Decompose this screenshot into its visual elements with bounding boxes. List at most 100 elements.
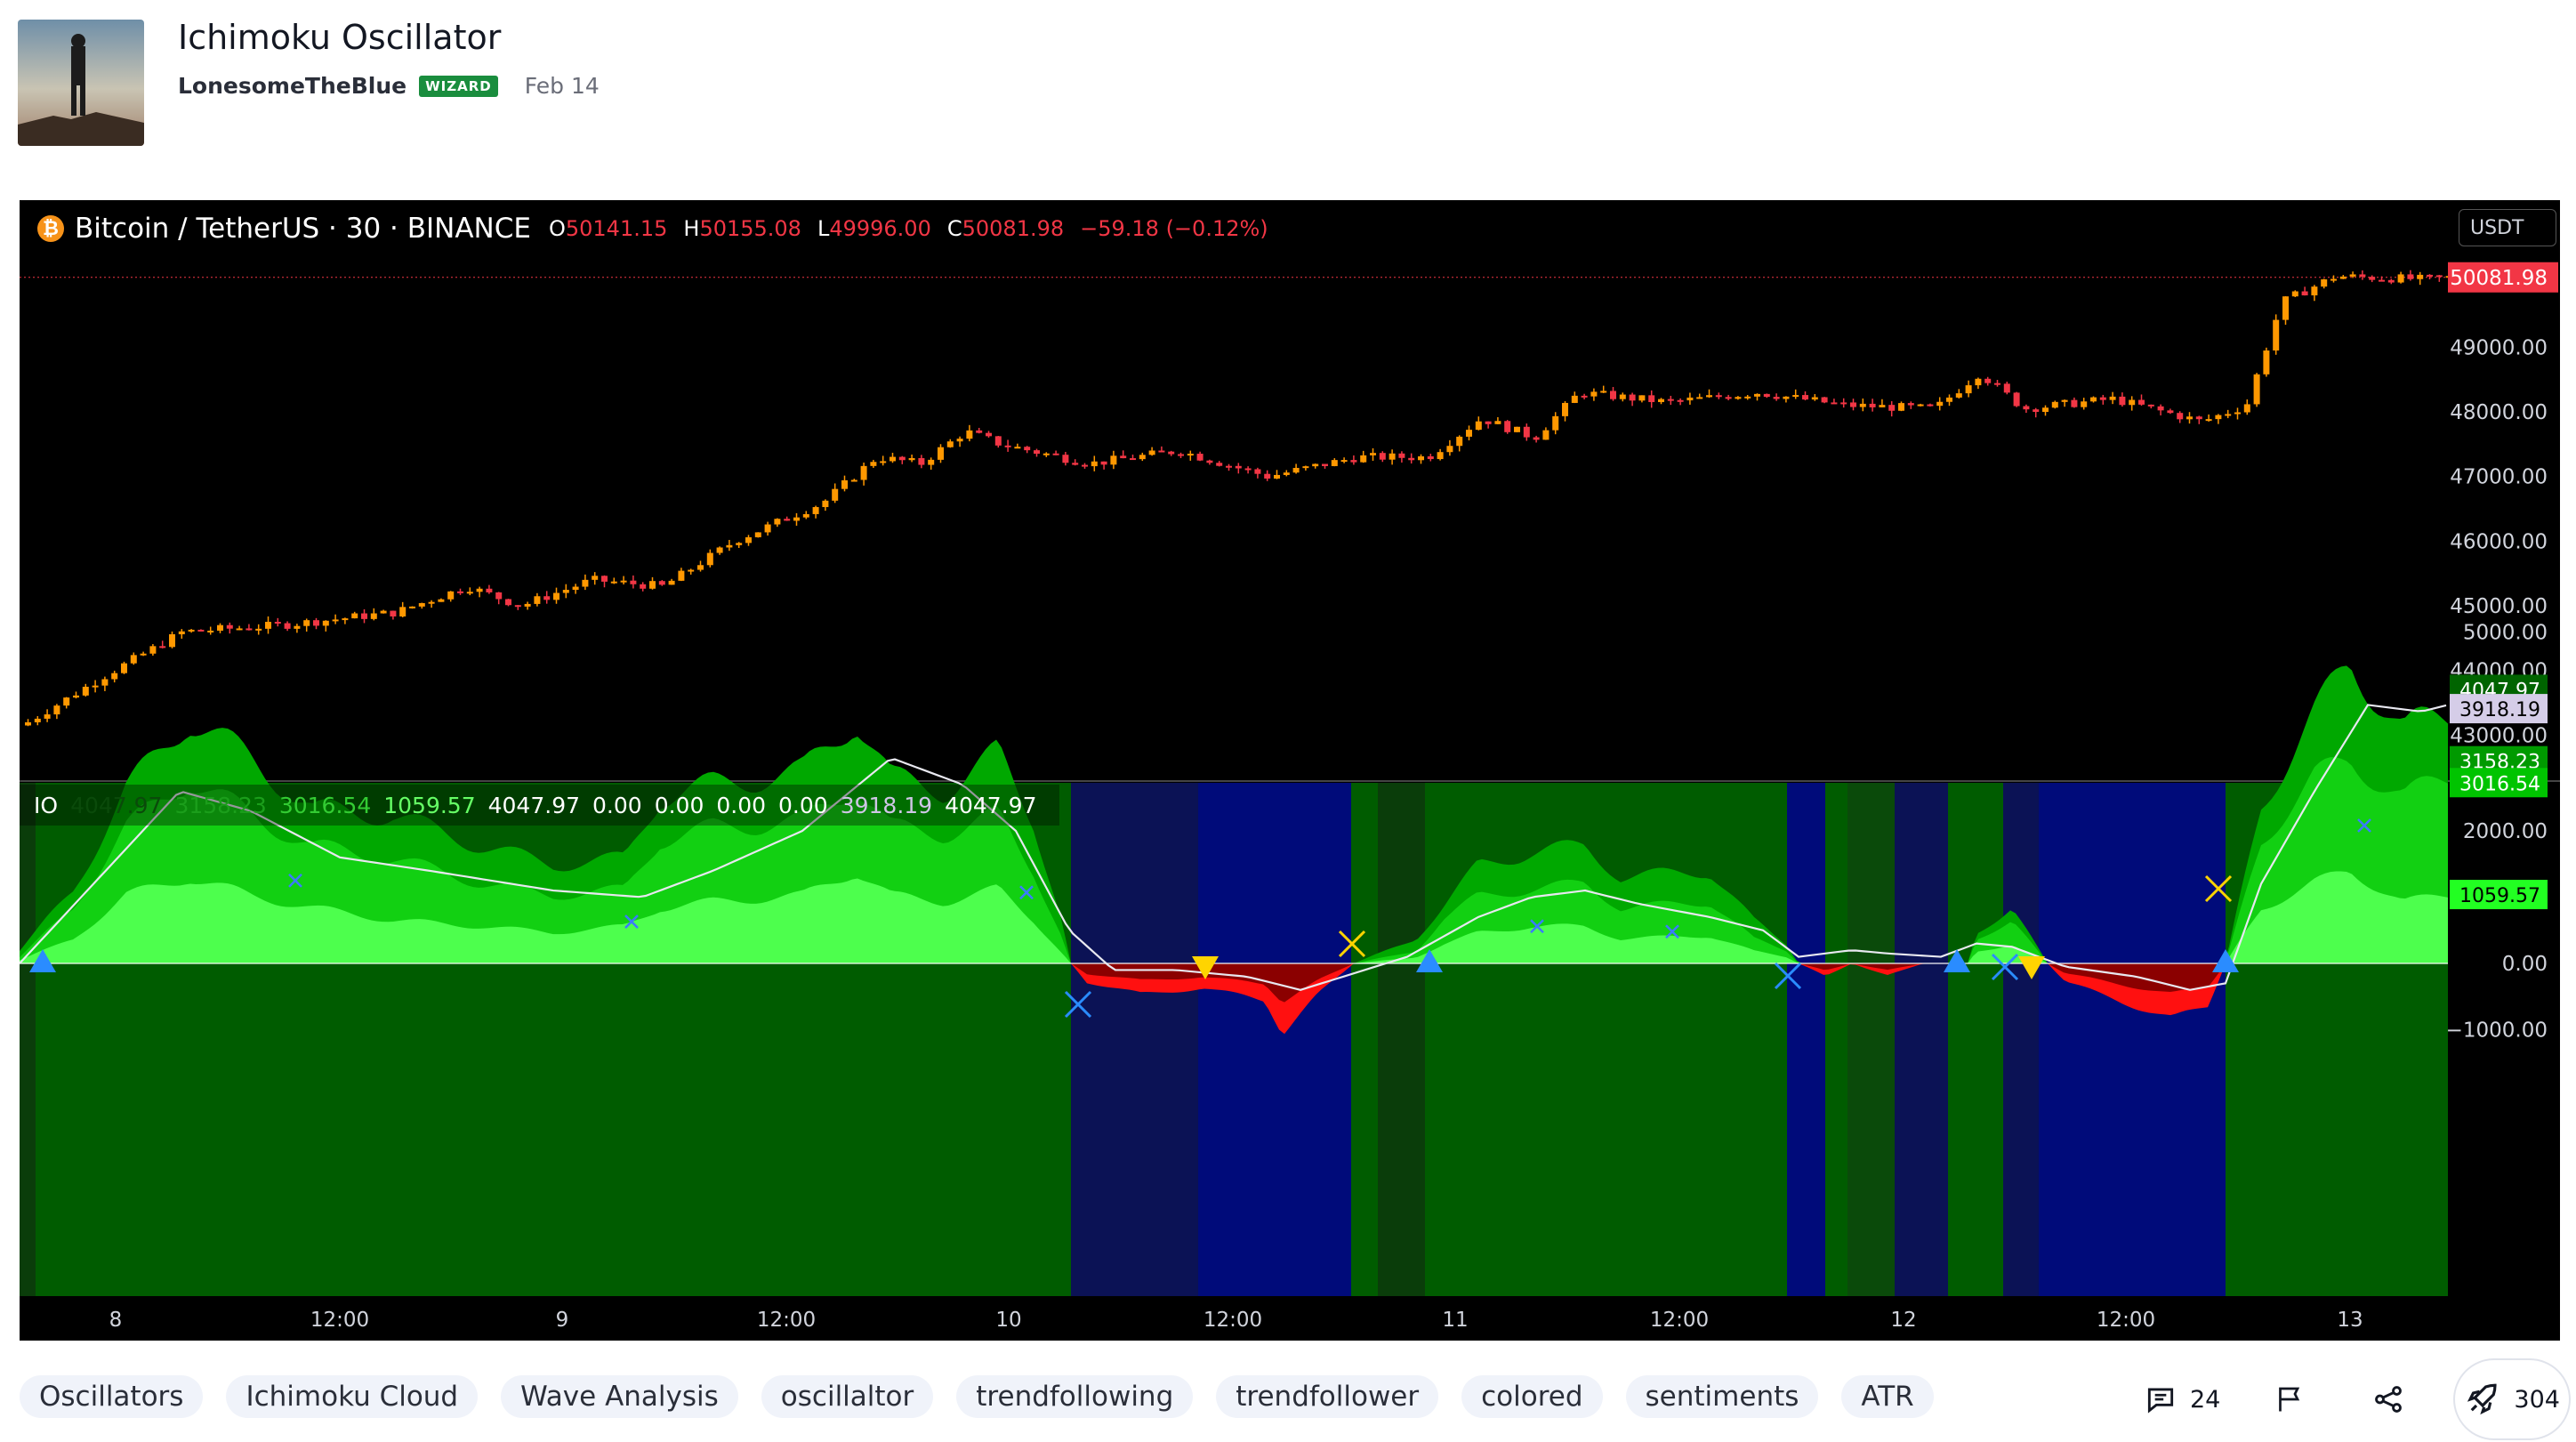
io-background-band [2039,783,2226,1296]
indicator-value-1: 3158.23 [174,792,267,818]
io-background-band [1378,783,1425,1296]
chart-frame[interactable]: 49000.00 48000.00 47000.00 46000.00 45000.00… [20,200,2560,1341]
candle-body [668,580,675,585]
candle-body [82,687,89,696]
candle-body [2379,279,2385,282]
tag-2[interactable]: Wave Analysis [501,1375,738,1418]
candle-body [1667,399,1674,401]
author-avatar[interactable] [18,20,144,146]
yellow-cross-marker [2204,874,2233,903]
blue-cross-marker [1064,990,1092,1019]
share-button[interactable] [2371,1382,2418,1416]
candle-body [2291,291,2298,297]
candle-body [1178,454,1184,456]
candle-body [2186,416,2193,420]
yellow-cross-marker [1338,930,1366,958]
io-background-band [2003,783,2039,1296]
candle-body [697,565,704,570]
price-axis-label: 46000.00 [2450,530,2548,553]
candle-body [169,634,175,648]
candle-body [2195,416,2202,420]
candle-body [2071,399,2078,407]
tag-3[interactable]: oscillaltor [761,1375,934,1418]
candle-body [514,605,521,608]
candle-body [418,602,425,607]
candle-body [1408,457,1415,461]
boost-count: 304 [2514,1385,2560,1414]
candle-body [92,685,99,688]
candle-body [2253,374,2260,405]
author-name[interactable]: LonesomeTheBlue [178,73,407,99]
blue-cross-marker [1774,962,1802,990]
candle-body [1398,453,1405,458]
tag-5[interactable]: trendfollower [1216,1375,1439,1418]
boost-button[interactable]: 304 [2453,1358,2571,1440]
price-change: −59.18 (−0.12%) [1080,216,1268,241]
candle-body [111,673,118,680]
io-axis-label: 2000.00 [2463,820,2548,843]
io-axis-label: 0.00 [2502,953,2548,976]
tag-6[interactable]: colored [1461,1375,1603,1418]
candle-body [390,610,397,616]
candle-body [745,536,752,544]
time-axis-label: 12:00 [757,1309,816,1332]
candle-body [1552,415,1559,431]
candle-body [197,629,205,632]
candle-body [1735,397,1742,399]
io-background-band [1825,783,1847,1296]
comments-button[interactable]: 24 [2144,1382,2220,1416]
candle-body [860,465,867,480]
candle-body [1725,397,1732,399]
candle-body [928,459,935,465]
currency-button[interactable]: USDT [2459,209,2556,246]
tag-4[interactable]: trendfollowing [956,1375,1194,1418]
candle-body [2397,274,2404,283]
candle-body [1331,460,1338,466]
tag-0[interactable]: Oscillators [20,1375,204,1418]
candle-body [361,613,367,619]
candle-body [802,513,809,518]
small-cross-marker [1530,919,1544,934]
post-actions: 24 304 [2090,1358,2571,1440]
tag-7[interactable]: sentiments [1625,1375,1819,1418]
tag-1[interactable]: Ichimoku Cloud [226,1375,479,1418]
small-cross-marker [624,914,639,929]
io-background-band [1895,783,1948,1296]
candle-body [2119,396,2126,406]
candle-body [582,579,589,587]
last-price-label: 50081.98 [2450,267,2548,290]
candle-body [2321,279,2328,287]
candle-body [1648,395,1655,402]
bullish-triangle-marker [1416,949,1443,972]
candle-body [1014,447,1021,449]
candle-body [1350,460,1357,463]
report-button[interactable] [2274,1383,2318,1415]
candle-body [2013,392,2020,407]
io-background-band [20,783,36,1296]
candle-body [2051,401,2058,408]
io-negative-dark-layer [1071,963,2226,1003]
candle-body [1590,391,1598,397]
candle-body [640,584,647,589]
io-value-tag-label: 1059.57 [2459,885,2540,907]
candle-body [1130,458,1136,461]
candle-body [2282,296,2289,320]
indicator-value-5: 0.00 [592,792,642,818]
candle-body [1715,395,1722,398]
candle-body [850,479,857,482]
indicator-value-9: 3918.19 [840,792,933,818]
candle-body [1802,395,1808,400]
io-background-band [1425,783,1787,1296]
symbol-name[interactable]: Bitcoin / TetherUS · 30 · BINANCE [75,213,531,245]
candle-body [1763,393,1770,398]
tag-8[interactable]: ATR [1841,1375,1934,1418]
chart-canvas[interactable]: 49000.00 48000.00 47000.00 46000.00 45000.00… [20,200,2560,1341]
indicator-name[interactable]: IO [34,792,59,818]
candle-body [1706,395,1712,398]
candle-body [678,570,685,581]
candle-body [2147,404,2154,407]
candle-body [2359,274,2366,278]
ohlc-low: L49996.00 [817,216,931,241]
candle-body [322,620,329,626]
candle-body [524,603,531,607]
